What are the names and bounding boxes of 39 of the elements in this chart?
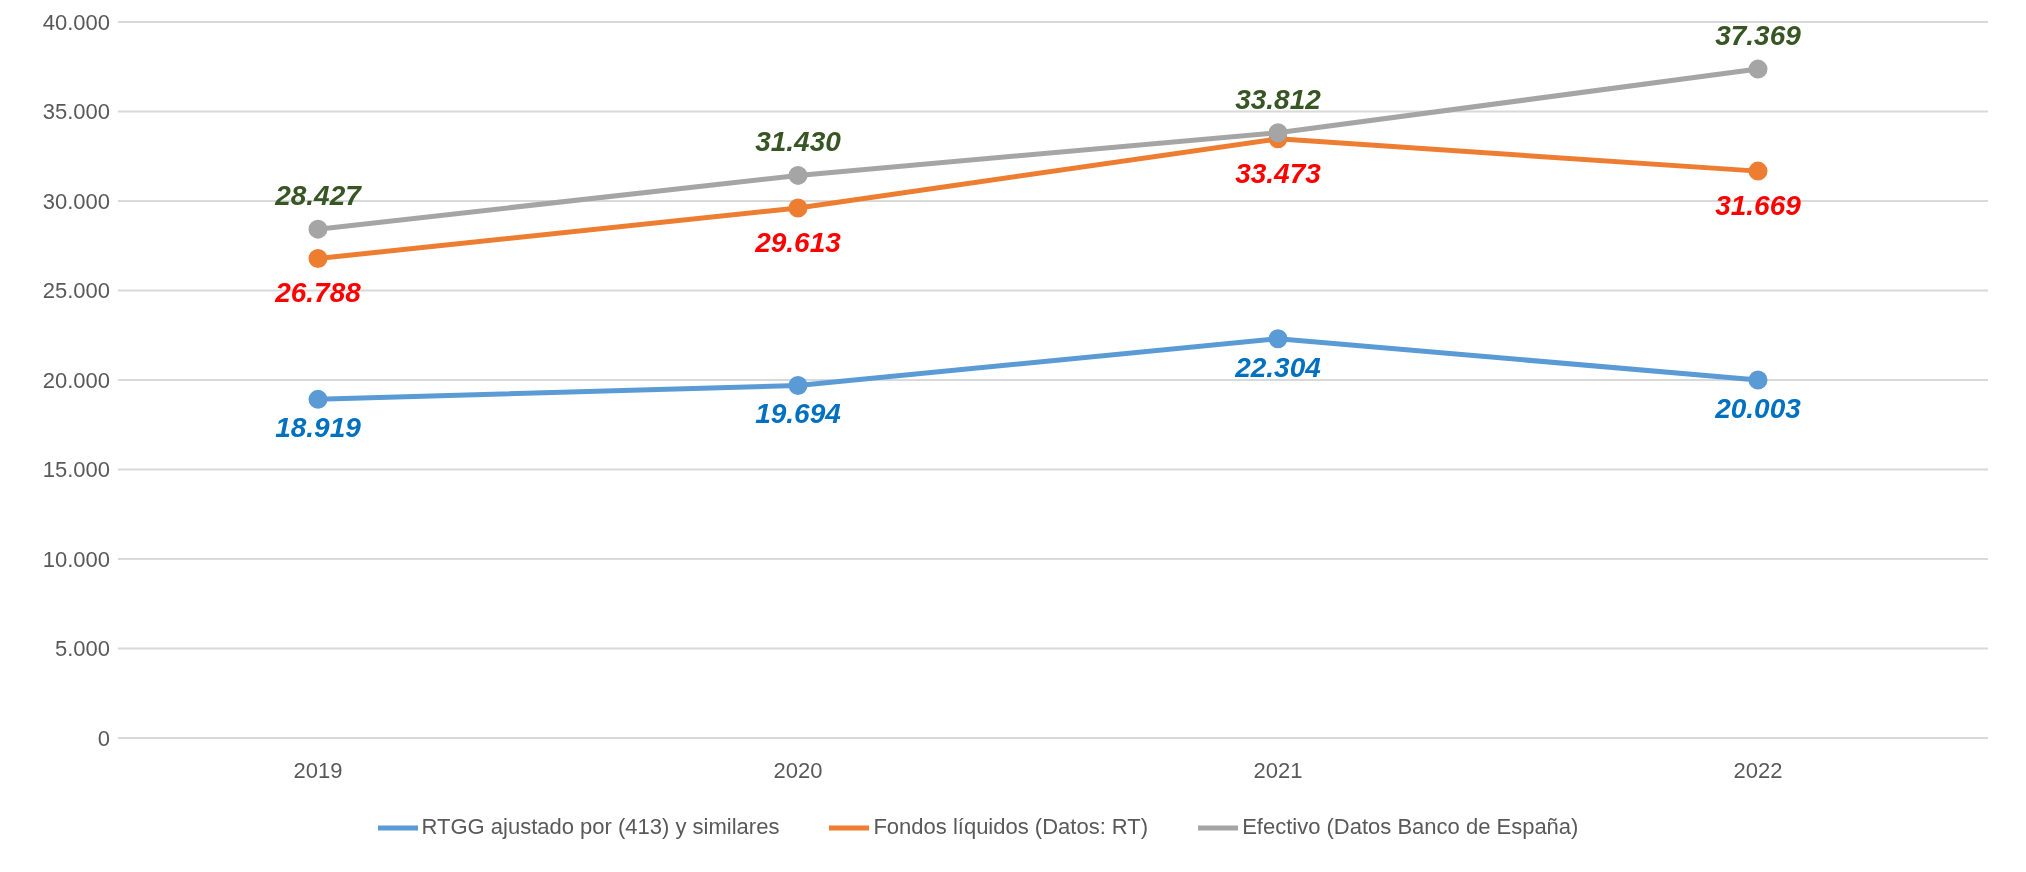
y-tick-label: 5.000 xyxy=(54,636,110,662)
data-label: 26.788 xyxy=(274,277,362,309)
x-tick-label: 2019 xyxy=(293,757,343,783)
point xyxy=(1748,370,1768,390)
data-label: 31.669 xyxy=(1715,190,1802,222)
point xyxy=(1268,123,1288,143)
legend-label: Efectivo (Datos Banco de España) xyxy=(1242,813,1579,839)
y-tick-label: 15.000 xyxy=(42,457,110,483)
x-tick-label: 2022 xyxy=(1733,757,1783,783)
data-label: 22.304 xyxy=(1234,351,1322,383)
y-tick-label: 40.000 xyxy=(42,9,110,35)
y-tick-label: 10.000 xyxy=(42,546,110,572)
point xyxy=(308,249,328,268)
y-tick-label: 20.000 xyxy=(42,367,110,393)
data-label: 20.003 xyxy=(1714,392,1802,424)
point xyxy=(308,219,328,239)
y-tick-label: 30.000 xyxy=(42,188,110,214)
y-tick-label: 25.000 xyxy=(42,278,110,304)
data-label: 19.694 xyxy=(755,398,842,430)
point xyxy=(1748,59,1768,79)
data-label: 31.430 xyxy=(755,126,842,158)
x-tick-label: 2020 xyxy=(773,757,823,783)
point xyxy=(1268,329,1288,349)
data-label: 28.427 xyxy=(274,180,363,212)
point xyxy=(788,165,808,185)
data-label: 29.613 xyxy=(754,226,842,258)
legend-label: RTGG ajustado por (413) y similares xyxy=(421,813,780,839)
legend-label: Fondos líquidos (Datos: RT) xyxy=(873,813,1149,839)
y-tick-label: 35.000 xyxy=(42,99,110,125)
data-label: 33.812 xyxy=(1235,83,1322,115)
data-label: 18.919 xyxy=(275,412,362,444)
data-label: 33.473 xyxy=(1235,157,1322,189)
point xyxy=(788,375,808,395)
y-tick-label: 0 xyxy=(97,725,110,751)
point xyxy=(1748,161,1768,181)
x-tick-label: 2021 xyxy=(1253,757,1303,783)
point xyxy=(788,198,808,218)
point xyxy=(308,389,328,409)
data-label: 37.369 xyxy=(1715,20,1802,52)
